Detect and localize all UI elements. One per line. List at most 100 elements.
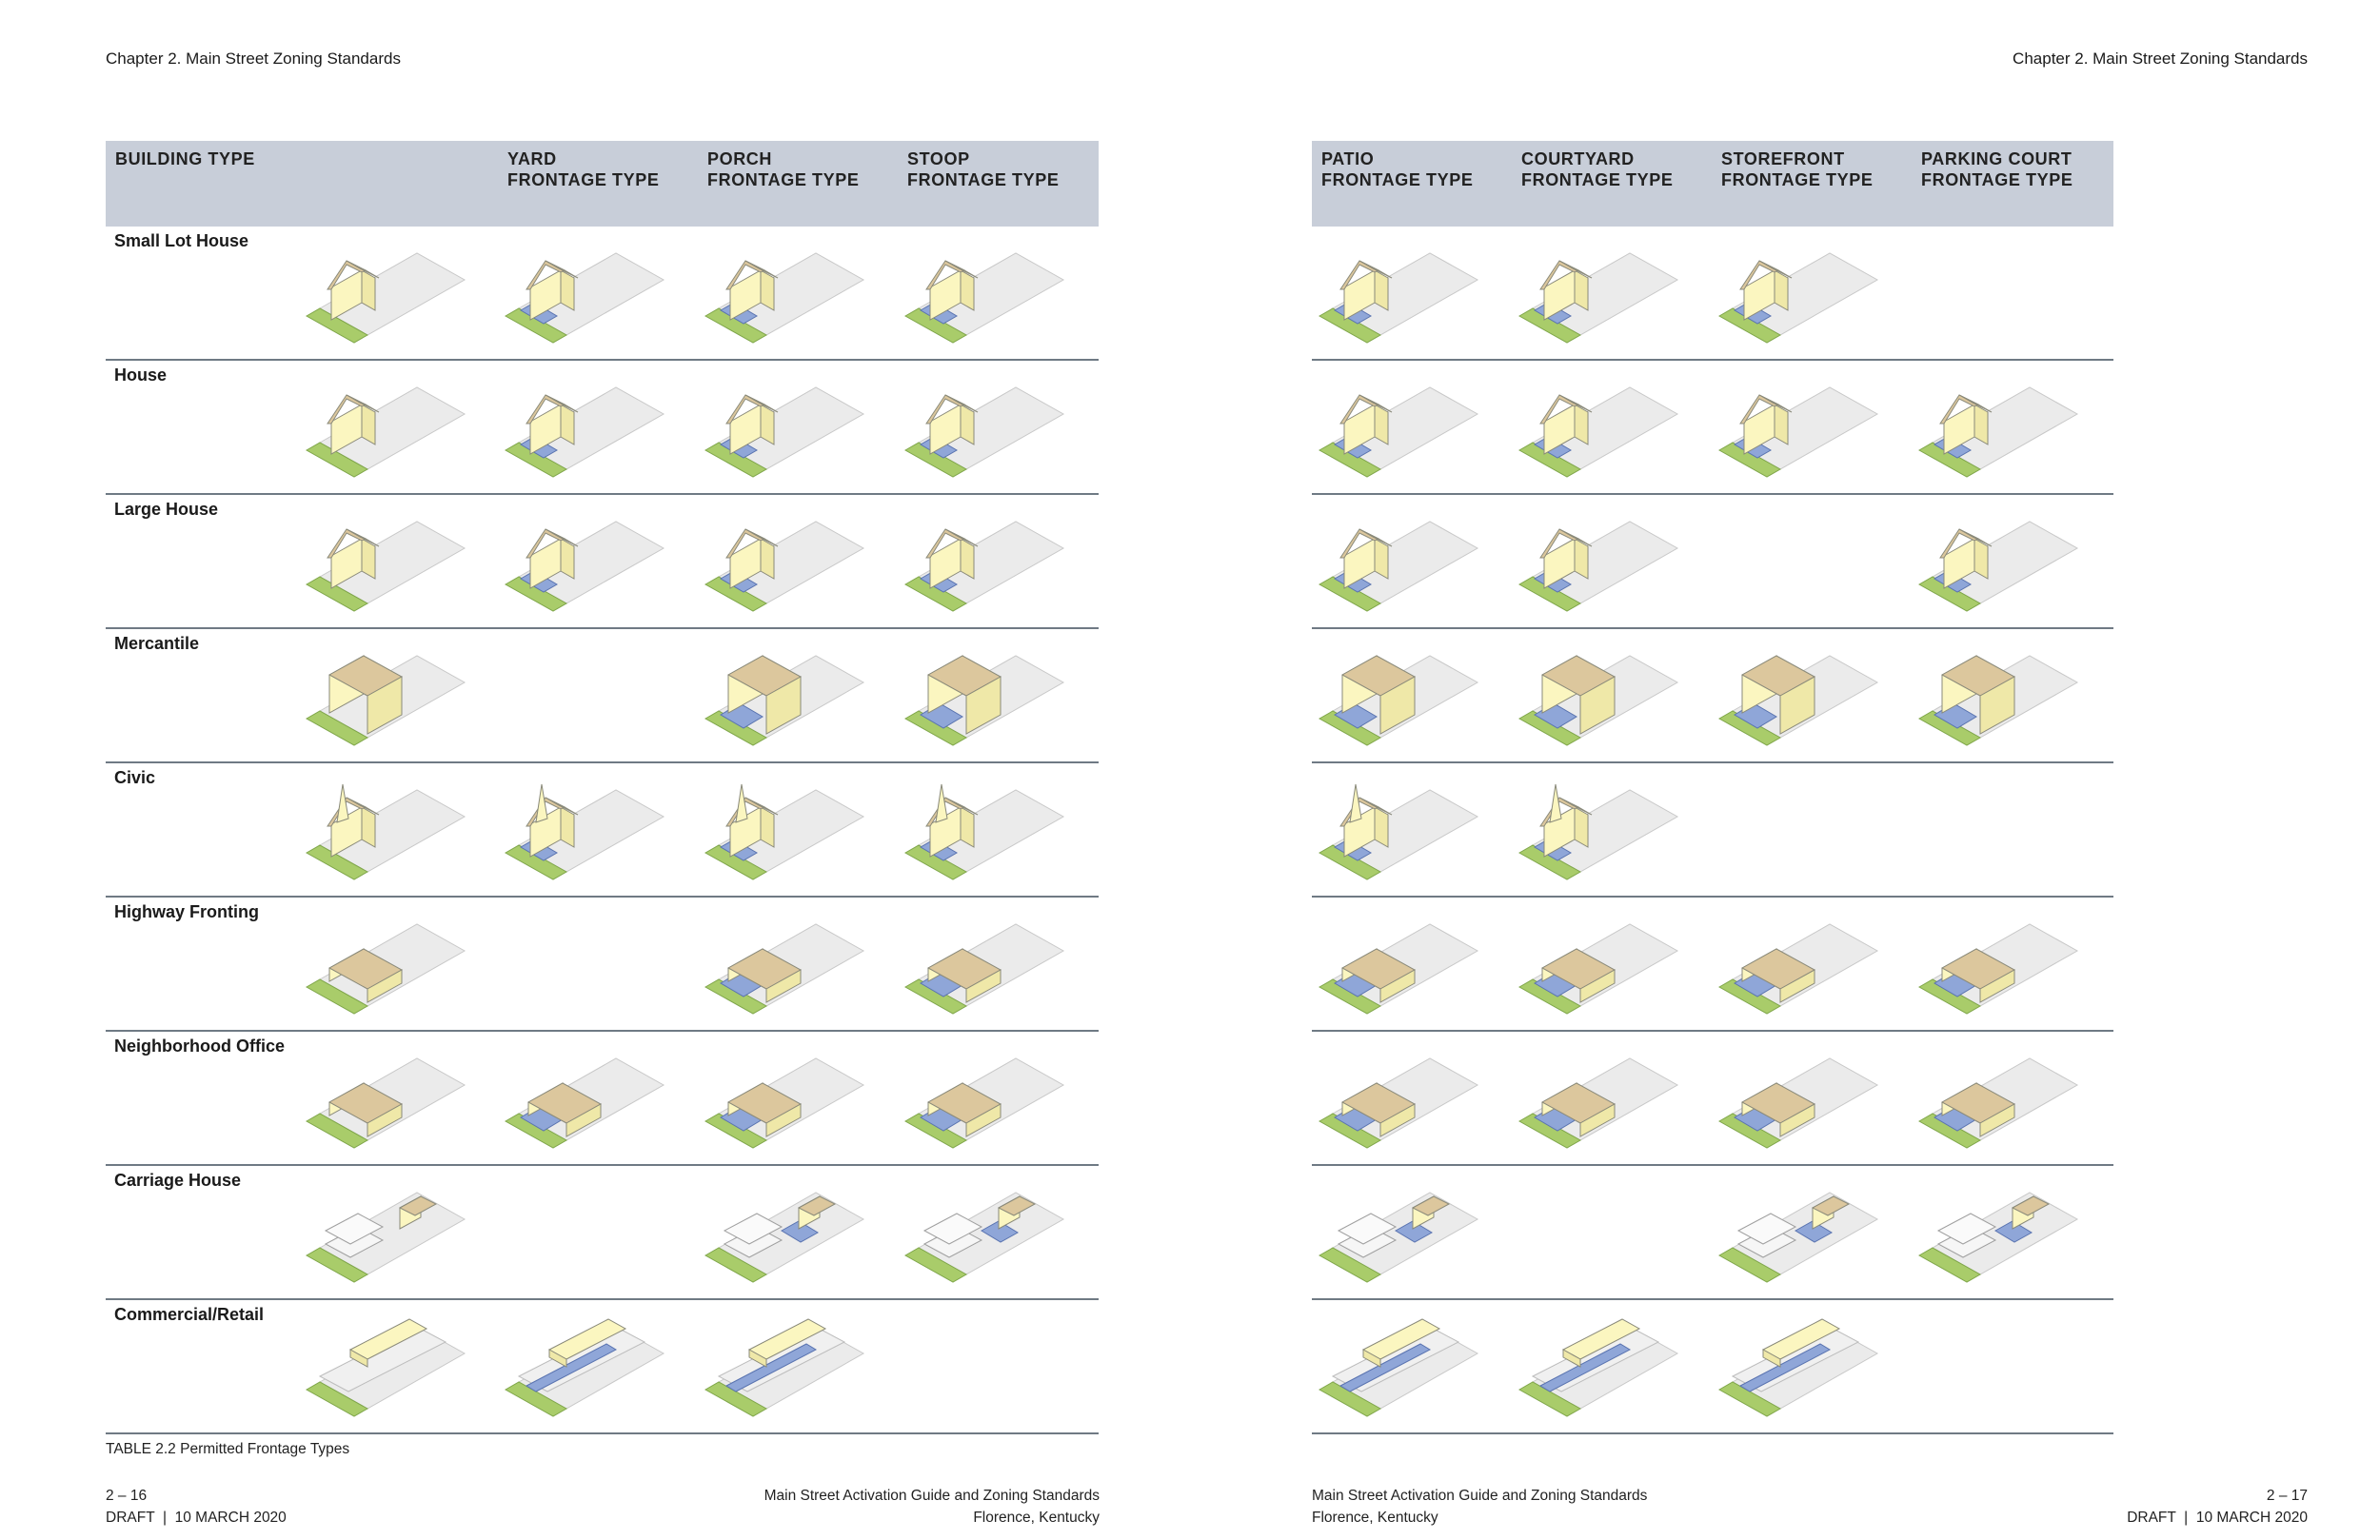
frontage-diagram bbox=[903, 252, 1065, 344]
row-label: Carriage House bbox=[114, 1171, 242, 1190]
row-divider bbox=[1312, 1432, 2113, 1434]
building-type-diagram bbox=[305, 783, 466, 880]
frontage-diagram bbox=[1318, 655, 1479, 746]
document-place-left: Florence, Kentucky bbox=[973, 1510, 1100, 1526]
frontage-diagram bbox=[704, 1318, 865, 1417]
building-type-diagram bbox=[305, 521, 466, 612]
row-label: House bbox=[114, 365, 168, 385]
row-divider bbox=[106, 1432, 1099, 1434]
frontage-diagram bbox=[704, 655, 865, 746]
frontage-diagram bbox=[1517, 923, 1679, 1015]
row-label: Large House bbox=[114, 500, 219, 519]
frontage-diagram bbox=[1517, 521, 1679, 612]
row-divider bbox=[106, 359, 1099, 361]
building-type-diagram bbox=[305, 1318, 466, 1417]
frontage-diagram bbox=[903, 923, 1065, 1015]
footer-right: 2 – 17 DRAFT | 10 MARCH 2020 bbox=[2127, 1485, 2308, 1529]
frontage-diagram bbox=[1517, 1057, 1679, 1149]
frontage-diagram bbox=[903, 655, 1065, 746]
frontage-diagram bbox=[1517, 386, 1679, 478]
row-label: Highway Fronting bbox=[114, 902, 259, 921]
frontage-diagram bbox=[1717, 655, 1879, 746]
column-header-building-type: BUILDING TYPE bbox=[115, 149, 255, 168]
frontage-diagram bbox=[504, 252, 665, 344]
draft-date-left: DRAFT | 10 MARCH 2020 bbox=[106, 1510, 287, 1526]
document-title-left: Main Street Activation Guide and Zoning … bbox=[764, 1488, 1100, 1504]
frontage-diagram bbox=[1517, 1318, 1679, 1417]
frontage-diagram bbox=[1717, 252, 1879, 344]
frontage-diagram bbox=[704, 521, 865, 612]
frontage-diagram bbox=[1517, 252, 1679, 344]
frontage-diagram bbox=[1917, 521, 2079, 612]
frontage-diagram bbox=[1917, 1192, 2079, 1283]
frontage-diagram bbox=[504, 783, 665, 880]
frontage-diagram bbox=[1917, 1057, 2079, 1149]
row-divider bbox=[1312, 1030, 2113, 1032]
document-place-right: Florence, Kentucky bbox=[1312, 1510, 1438, 1526]
running-header-left: Chapter 2. Main Street Zoning Standards bbox=[106, 49, 401, 68]
frontage-diagram bbox=[1517, 783, 1679, 880]
row-divider bbox=[1312, 761, 2113, 763]
frontage-diagram bbox=[504, 521, 665, 612]
frontage-diagram bbox=[704, 1192, 865, 1283]
frontage-diagram bbox=[903, 386, 1065, 478]
frontage-diagram bbox=[704, 783, 865, 880]
building-type-diagram bbox=[305, 386, 466, 478]
building-type-diagram bbox=[305, 1192, 466, 1283]
row-divider bbox=[106, 1030, 1099, 1032]
frontage-diagram bbox=[1517, 655, 1679, 746]
frontage-diagram bbox=[1318, 1192, 1479, 1283]
row-divider bbox=[106, 761, 1099, 763]
running-header-right: Chapter 2. Main Street Zoning Standards bbox=[2013, 49, 2308, 68]
frontage-diagram bbox=[504, 1057, 665, 1149]
frontage-diagram bbox=[1917, 386, 2079, 478]
footer-center-right: Main Street Activation Guide and Zoning … bbox=[1312, 1485, 1647, 1529]
column-header-courtyard: COURTYARD FRONTAGE TYPE bbox=[1521, 149, 1674, 189]
frontage-diagram bbox=[1717, 386, 1879, 478]
row-divider bbox=[106, 1164, 1099, 1166]
frontage-diagram bbox=[1318, 386, 1479, 478]
frontage-diagram bbox=[1917, 923, 2079, 1015]
table-header-band-left bbox=[106, 141, 1099, 227]
column-header-stoop: STOOP FRONTAGE TYPE bbox=[907, 149, 1060, 189]
frontage-diagram bbox=[704, 1057, 865, 1149]
building-type-diagram bbox=[305, 923, 466, 1015]
column-header-storefront: STOREFRONT FRONTAGE TYPE bbox=[1721, 149, 1874, 189]
row-label: Commercial/Retail bbox=[114, 1305, 265, 1324]
frontage-diagram bbox=[1717, 1192, 1879, 1283]
row-divider bbox=[106, 493, 1099, 495]
frontage-diagram bbox=[903, 521, 1065, 612]
row-divider bbox=[1312, 359, 2113, 361]
building-type-diagram bbox=[305, 1057, 466, 1149]
frontage-diagram bbox=[1717, 1057, 1879, 1149]
building-type-diagram bbox=[305, 252, 466, 344]
column-header-patio: PATIO FRONTAGE TYPE bbox=[1321, 149, 1474, 189]
row-label: Civic bbox=[114, 768, 156, 787]
row-divider bbox=[1312, 493, 2113, 495]
page-number-right: 2 – 17 bbox=[2266, 1488, 2308, 1504]
row-divider bbox=[1312, 1298, 2113, 1300]
frontage-diagram bbox=[704, 252, 865, 344]
row-divider bbox=[106, 896, 1099, 898]
frontage-diagram bbox=[1917, 655, 2079, 746]
frontage-diagram bbox=[903, 783, 1065, 880]
document-title-right: Main Street Activation Guide and Zoning … bbox=[1312, 1488, 1648, 1504]
frontage-diagram bbox=[1318, 521, 1479, 612]
building-type-diagram bbox=[305, 655, 466, 746]
row-divider bbox=[106, 627, 1099, 629]
column-header-parking-court: PARKING COURT FRONTAGE TYPE bbox=[1921, 149, 2073, 189]
frontage-diagram bbox=[1318, 1057, 1479, 1149]
row-divider bbox=[1312, 896, 2113, 898]
row-divider bbox=[106, 1298, 1099, 1300]
footer-left: 2 – 16 DRAFT | 10 MARCH 2020 bbox=[106, 1485, 287, 1529]
table-header-band-right bbox=[1312, 141, 2113, 227]
column-header-porch: PORCH FRONTAGE TYPE bbox=[707, 149, 860, 189]
table-caption: TABLE 2.2 Permitted Frontage Types bbox=[106, 1441, 350, 1457]
frontage-diagram bbox=[1717, 1318, 1879, 1417]
row-label: Mercantile bbox=[114, 634, 200, 653]
frontage-diagram bbox=[1318, 923, 1479, 1015]
row-divider bbox=[1312, 627, 2113, 629]
frontage-diagram bbox=[1717, 923, 1879, 1015]
frontage-diagram bbox=[504, 1318, 665, 1417]
page-number-left: 2 – 16 bbox=[106, 1488, 148, 1504]
